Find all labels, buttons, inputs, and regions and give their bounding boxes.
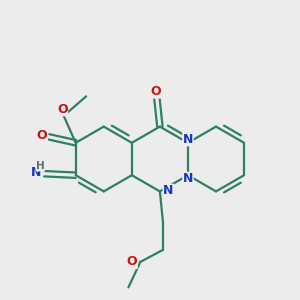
Text: N: N — [31, 166, 41, 179]
Text: N: N — [183, 172, 193, 185]
Text: O: O — [37, 129, 47, 142]
Text: N: N — [163, 184, 173, 197]
Text: O: O — [150, 85, 161, 98]
Text: N: N — [183, 133, 193, 146]
Text: O: O — [127, 255, 137, 268]
Text: O: O — [57, 103, 68, 116]
Text: H: H — [36, 161, 45, 171]
